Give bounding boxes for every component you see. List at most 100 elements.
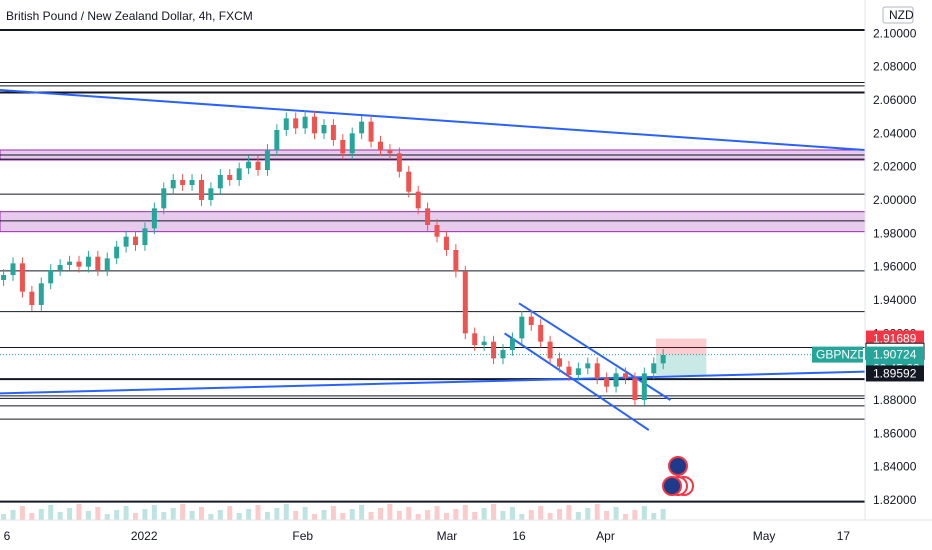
volume-bar	[406, 507, 412, 520]
candle	[123, 236, 129, 247]
candle	[246, 161, 252, 169]
volume-bar	[217, 510, 223, 520]
candle	[217, 175, 223, 189]
candle	[585, 363, 591, 369]
candle	[302, 116, 308, 129]
candle	[481, 341, 487, 345]
horizontal-levels	[0, 29, 865, 503]
trendline[interactable]	[518, 302, 671, 401]
volume-bar	[547, 513, 553, 520]
candle	[180, 180, 186, 185]
candle	[396, 153, 402, 172]
volume-bar	[302, 507, 308, 520]
time-axis[interactable]: 6 2022 Feb Mar 16 Apr May 17	[0, 519, 932, 543]
candle	[538, 325, 544, 342]
candle	[67, 261, 73, 265]
volume-bar	[585, 508, 591, 520]
volume-bar	[264, 512, 270, 520]
candle	[198, 180, 204, 200]
candle	[10, 263, 16, 275]
candle	[189, 180, 195, 185]
candle	[613, 373, 619, 387]
short-position-tool[interactable]	[655, 338, 707, 375]
volume-bar	[142, 509, 148, 520]
volume-bar	[566, 505, 572, 520]
candle	[604, 378, 610, 387]
currency-badge: NZD	[882, 6, 914, 24]
x-tick-label: 16	[512, 529, 526, 543]
trendline[interactable]	[0, 370, 866, 395]
candle	[519, 316, 525, 339]
price-axis[interactable]: 2.10000 2.08000 2.06000 2.04000 2.02000 2.000…	[812, 0, 932, 520]
candle	[651, 363, 657, 374]
volume-bar	[76, 504, 82, 520]
volume-bar	[208, 514, 214, 520]
volume-bar	[19, 506, 25, 520]
y-tick-label: 2.10000	[873, 26, 917, 40]
nz-flag-icon[interactable]	[662, 476, 682, 496]
x-tick-label: 17	[837, 529, 851, 543]
symbol-tag-label: GBPNZD	[816, 348, 866, 362]
position-target-zone[interactable]	[655, 354, 707, 375]
volume-bar	[283, 504, 289, 520]
candle	[368, 121, 374, 142]
nz-flag-icon[interactable]	[668, 456, 688, 476]
candle	[641, 373, 647, 400]
candle	[434, 225, 440, 237]
candle	[462, 271, 468, 334]
volume-bar	[29, 513, 35, 520]
volume-bar	[321, 510, 327, 520]
x-tick-label: Mar	[437, 529, 458, 543]
volume-bar	[651, 513, 657, 520]
candle	[632, 378, 638, 400]
volume-bar	[396, 511, 402, 520]
volume-bar	[1, 514, 7, 520]
position-stop-zone[interactable]	[655, 338, 707, 355]
event-markers[interactable]	[662, 456, 694, 496]
trendline[interactable]	[504, 332, 650, 431]
volume-bar	[434, 506, 440, 520]
candle	[85, 256, 91, 267]
price-tag-value: 1.90724	[873, 348, 917, 362]
candle	[312, 116, 318, 134]
volume-bar	[632, 510, 638, 520]
volume-bar	[594, 504, 600, 520]
volume-bar	[57, 512, 63, 520]
candle	[151, 208, 157, 229]
volume-bar	[377, 508, 383, 520]
volume-bar	[538, 506, 544, 520]
trendline[interactable]	[0, 89, 866, 151]
supply-demand-zones	[0, 149, 866, 233]
volume-bar	[340, 513, 346, 520]
candle	[330, 125, 336, 140]
volume-bar	[519, 514, 525, 520]
volume-bar	[472, 512, 478, 520]
volume-bar	[415, 514, 421, 520]
volume-bar	[293, 511, 299, 520]
candle	[660, 355, 666, 364]
volume-bar	[622, 514, 628, 520]
currency-label: NZD	[889, 8, 914, 22]
candle	[557, 358, 563, 367]
y-tick-label: 2.08000	[873, 60, 917, 74]
zone	[0, 211, 866, 233]
price-tag-value: 1.89592	[873, 366, 917, 380]
x-tick-label: May	[753, 529, 776, 543]
candle	[359, 121, 365, 134]
volume-bar	[161, 512, 167, 520]
volume-bar	[312, 514, 318, 520]
volume-bar	[491, 504, 497, 520]
volume-bar	[528, 510, 534, 520]
candle	[509, 338, 515, 350]
volume-bars	[1, 504, 666, 520]
candle	[76, 261, 82, 267]
candle	[293, 118, 299, 129]
candle	[29, 291, 35, 305]
volume-bar	[236, 513, 242, 520]
candle	[387, 150, 393, 154]
volume-bar	[246, 509, 252, 520]
y-tick-label: 1.82000	[873, 493, 917, 507]
volume-bar	[641, 506, 647, 520]
candle	[528, 316, 534, 325]
